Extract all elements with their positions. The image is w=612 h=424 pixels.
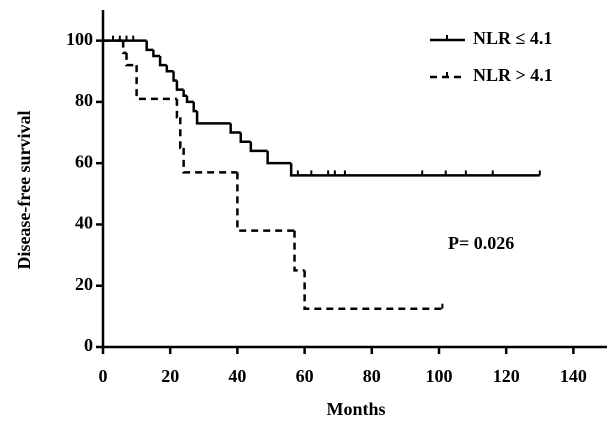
x-axis-label: Months [326,399,385,419]
survival-step [175,98,181,119]
survival-step [266,150,292,165]
x-tick-label: 120 [493,366,520,386]
y-tick-label: 60 [75,151,93,171]
survival-step [182,147,238,174]
legend-label: NLR ≤ 4.1 [473,28,552,48]
survival-step [289,163,540,177]
y-tick-label: 80 [75,90,93,110]
x-tick-label: 100 [426,366,453,386]
x-tick-label: 140 [560,366,587,386]
y-tick-label: 40 [75,213,93,233]
survival-step [229,123,241,134]
survival-step [158,55,167,67]
survival-step [185,95,194,104]
survival-step [179,117,184,150]
survival-step [293,230,305,272]
y-tick-label: 100 [66,29,93,49]
survival-step [195,111,231,125]
y-tick-label: 20 [75,274,93,294]
x-tick-label: 80 [363,366,381,386]
x-tick-label: 60 [296,366,314,386]
survival-step [121,40,127,55]
x-tick-label: 40 [228,366,246,386]
survival-step [175,80,184,91]
annotation: P= 0.026 [448,233,514,253]
survival-step [239,132,251,143]
survival-step [303,270,443,310]
survival-step [172,71,177,82]
y-tick-label: 0 [84,335,93,355]
survival-step [192,101,198,113]
x-tick-label: 20 [161,366,179,386]
survival-step [236,172,295,232]
survival-step [145,40,154,52]
y-axis-label: Disease-free survival [14,110,34,269]
survival-step [152,49,161,58]
survival-step [165,65,174,73]
survival-step [135,65,177,101]
survival-step [182,89,187,98]
survival-step [249,141,268,153]
legend-label: NLR > 4.1 [473,65,553,85]
x-tick-label: 0 [99,366,108,386]
survival-step [125,52,137,67]
